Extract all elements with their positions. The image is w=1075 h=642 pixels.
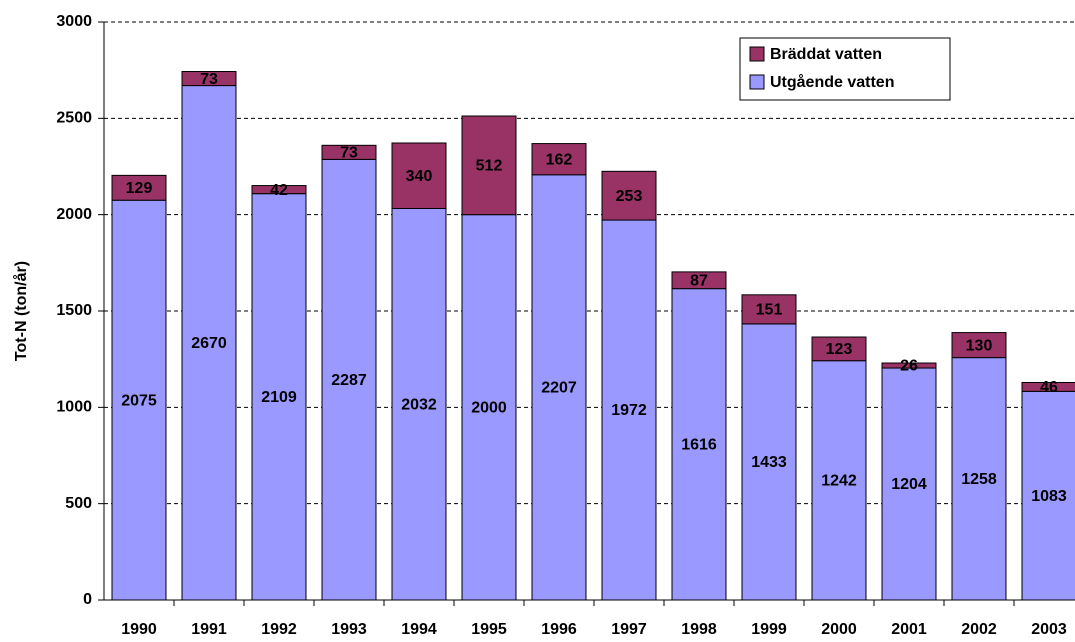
x-tick-label: 1996	[541, 621, 577, 638]
bar-segment	[111, 174, 167, 201]
data-label: 1204	[891, 476, 927, 493]
data-label: 2000	[471, 400, 507, 417]
x-tick-label: 1999	[751, 621, 787, 638]
bar-segment	[531, 174, 587, 601]
data-label: 162	[546, 151, 573, 168]
bar-segment	[1021, 381, 1075, 392]
data-label: 87	[690, 272, 708, 289]
data-label: 42	[270, 182, 288, 199]
bar-segment	[741, 323, 797, 601]
x-tick-label: 1993	[331, 621, 367, 638]
data-label: 1242	[821, 473, 857, 490]
legend-swatch	[749, 74, 765, 90]
legend-label: Utgående vatten	[770, 73, 894, 91]
data-label: 253	[616, 188, 643, 205]
legend-swatch	[749, 46, 765, 62]
x-tick-label: 1998	[681, 621, 717, 638]
data-label: 1083	[1031, 488, 1067, 505]
bar-segment	[601, 170, 657, 221]
bar-segment	[531, 143, 587, 176]
data-label: 123	[826, 341, 853, 358]
y-tick-label: 1000	[56, 399, 92, 416]
y-tick-label: 3000	[56, 13, 92, 30]
bar-segment	[741, 294, 797, 325]
bar-segment	[251, 193, 307, 601]
x-tick-label: 2001	[891, 621, 927, 638]
data-label: 2287	[331, 372, 367, 389]
bar-segment	[881, 367, 937, 601]
bar-segment	[251, 185, 307, 195]
x-tick-label: 1997	[611, 621, 647, 638]
y-tick-label: 2000	[56, 206, 92, 223]
bar-segment	[461, 214, 517, 601]
y-tick-label: 0	[83, 591, 92, 608]
data-label: 1258	[961, 471, 997, 488]
legend-box	[739, 37, 951, 101]
x-tick-label: 2000	[821, 621, 857, 638]
data-label: 512	[476, 158, 503, 175]
data-label: 1616	[681, 437, 717, 454]
data-label: 1433	[751, 454, 787, 471]
bar-segment	[1021, 390, 1075, 601]
data-label: 340	[406, 168, 433, 185]
x-tick-label: 1994	[401, 621, 437, 638]
y-tick-label: 500	[65, 495, 92, 512]
bar-segment	[181, 71, 237, 87]
x-tick-label: 1992	[261, 621, 297, 638]
bar-segment	[811, 336, 867, 362]
bar-segment	[391, 208, 447, 601]
bar-segment	[671, 271, 727, 290]
bar-segment	[601, 219, 657, 601]
data-label: 2207	[541, 380, 577, 397]
x-tick-label: 1995	[471, 621, 507, 638]
legend-label: Bräddat vatten	[770, 46, 882, 63]
bar-segment	[181, 85, 237, 601]
y-tick-label: 1500	[56, 302, 92, 319]
data-label: 129	[126, 180, 153, 197]
bar-segment	[391, 142, 447, 210]
bar-segment	[881, 362, 937, 369]
data-label: 2032	[401, 396, 437, 413]
data-label: 2109	[261, 389, 297, 406]
data-label: 73	[200, 71, 218, 88]
bar-segment	[321, 144, 377, 160]
bar-segment	[111, 199, 167, 601]
bar-segment	[951, 332, 1007, 359]
bar-segment	[951, 357, 1007, 601]
x-tick-label: 1991	[191, 621, 227, 638]
bar-segment	[321, 158, 377, 601]
data-label: 46	[1040, 379, 1058, 396]
bar-segment	[671, 288, 727, 601]
y-tick-label: 2500	[56, 110, 92, 127]
bar-segment	[811, 360, 867, 601]
data-label: 26	[900, 358, 918, 375]
data-label: 73	[340, 145, 358, 162]
y-axis-label: Tot-N (ton/år)	[12, 261, 30, 361]
data-label: 130	[966, 337, 993, 354]
data-label: 151	[756, 302, 783, 319]
x-tick-label: 1990	[121, 621, 157, 638]
x-tick-label: 2003	[1031, 621, 1067, 638]
data-label: 2075	[121, 392, 157, 409]
data-label: 2670	[191, 335, 227, 352]
data-label: 1972	[611, 402, 647, 419]
bar-segment	[461, 115, 517, 216]
x-tick-label: 2002	[961, 621, 997, 638]
